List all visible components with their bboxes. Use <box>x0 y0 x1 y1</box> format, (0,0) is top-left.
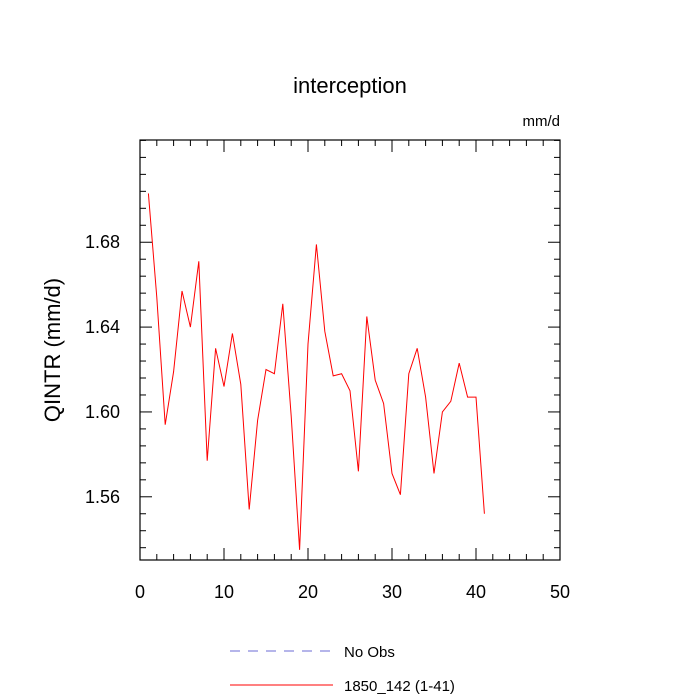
plot-area: 0 10 20 30 40 50 1.56 1.60 1.64 1.68 <box>85 139 570 602</box>
series-line <box>147 193 485 550</box>
y-tick-label: 1.68 <box>85 232 120 252</box>
legend: No Obs 1850_142 (1-41) <box>230 644 455 695</box>
x-tick-label: 10 <box>214 582 234 602</box>
chart-title: interception <box>293 73 407 98</box>
y-tick-label: 1.60 <box>85 402 120 422</box>
y-tick-label: 1.56 <box>85 487 120 507</box>
units-label: mm/d <box>523 113 561 130</box>
x-tick-label: 40 <box>466 582 486 602</box>
legend-label: No Obs <box>344 644 395 661</box>
x-tick-label: 30 <box>382 582 402 602</box>
x-tick-label: 0 <box>135 582 145 602</box>
x-tick-label: 50 <box>550 582 570 602</box>
legend-label: 1850_142 (1-41) <box>344 678 455 695</box>
x-tick-label: 20 <box>298 582 318 602</box>
y-axis-label: QINTR (mm/d) <box>40 278 65 422</box>
plot-frame <box>139 139 561 561</box>
y-tick-label: 1.64 <box>85 317 120 337</box>
